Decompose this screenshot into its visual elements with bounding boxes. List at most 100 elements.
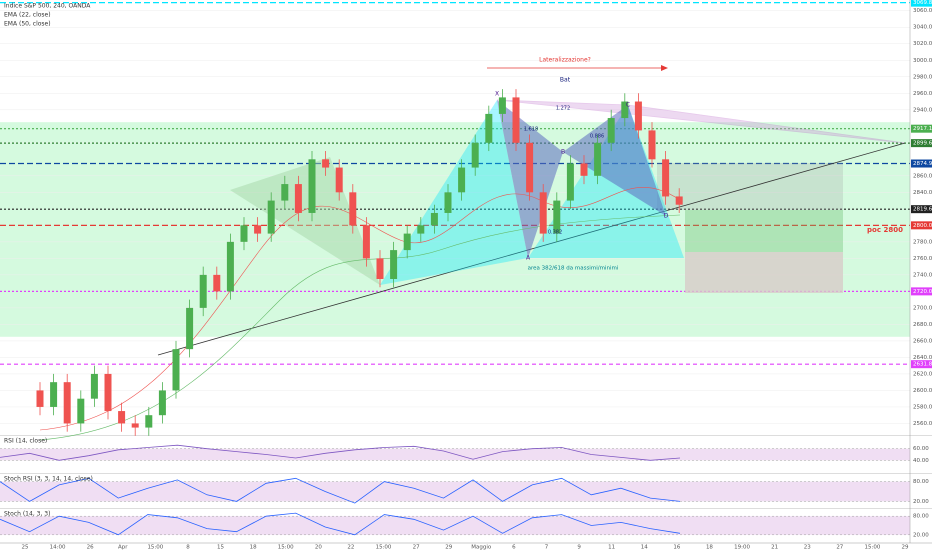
annotation: D	[664, 213, 669, 220]
candle-body	[213, 274, 221, 292]
candle-body	[308, 159, 316, 213]
candle-body	[240, 225, 248, 242]
y-tick-label: 3000.0	[913, 58, 932, 64]
annotation: X	[495, 91, 499, 98]
candle-body	[580, 163, 588, 176]
y-tick-label: 2600.0	[913, 388, 932, 394]
x-tick-label: 18	[250, 545, 257, 550]
level-tag	[911, 159, 932, 168]
candle-body	[131, 423, 139, 428]
pane-title: RSI (14, close)	[4, 438, 47, 445]
annotation: 1.272	[556, 106, 570, 112]
level-tag	[911, 287, 932, 296]
pane-band	[0, 516, 910, 535]
candle-body	[77, 398, 85, 424]
y-tick-label: 60.00	[913, 446, 929, 452]
annotation: Lateralizzazione?	[539, 57, 591, 64]
level-tag	[911, 360, 932, 369]
y-tick-label: 2780.0	[913, 239, 932, 245]
candle-body	[36, 390, 44, 407]
x-tick-label: 29	[445, 545, 452, 550]
candle-body	[362, 225, 370, 259]
indicator-line	[0, 512, 681, 536]
y-tick-label: 3040.0	[913, 25, 932, 31]
pattern-leg	[380, 100, 528, 285]
level-tag	[911, 124, 932, 133]
pattern-leg	[563, 105, 666, 216]
candle-body	[118, 411, 126, 424]
candle-body	[172, 349, 180, 391]
candle-body	[430, 212, 438, 226]
legend-title: Indice S&P 500, 240, OANDA	[4, 3, 91, 10]
x-tick-label: 26	[87, 545, 94, 550]
legend-ema: EMA (50, close)	[4, 21, 51, 28]
x-tick-label: 9	[577, 545, 581, 550]
x-tick-label: 27	[413, 545, 420, 550]
level-tag-label: 2800.0	[913, 223, 932, 229]
y-tick-label: 20.00	[913, 499, 929, 505]
trendline	[157, 142, 906, 356]
candle-body	[675, 196, 683, 205]
legend-ema: EMA (22, close)	[4, 12, 51, 19]
x-tick-label: 15:00	[278, 545, 294, 550]
candle-body	[648, 130, 656, 160]
x-tick-label: 25	[22, 545, 29, 550]
candle-body	[566, 163, 574, 201]
candle-body	[526, 142, 534, 193]
candle-body	[390, 250, 398, 279]
zone	[0, 122, 910, 337]
candle-body	[104, 373, 112, 412]
annotation: A	[526, 255, 531, 262]
x-tick-label: Apr	[118, 545, 128, 550]
candle-body	[158, 390, 166, 416]
y-tick-label: 2640.0	[913, 355, 932, 361]
level-tag	[911, 205, 932, 214]
y-tick-label: 3060.0	[913, 8, 932, 14]
candle-body	[634, 101, 642, 131]
y-tick-label: 2740.0	[913, 272, 932, 278]
y-tick-label: 2860.0	[913, 173, 932, 179]
x-tick-label: 8	[186, 545, 190, 550]
y-tick-label: 2700.0	[913, 305, 932, 311]
level-tag-label: 2874.9	[913, 161, 932, 167]
candle-body	[50, 382, 58, 407]
x-tick-label: 22	[347, 545, 354, 550]
x-tick-label: Maggio	[471, 545, 492, 550]
target-box	[685, 210, 843, 252]
pane-title: Stoch (14, 3, 3)	[4, 511, 50, 518]
range-box	[657, 163, 843, 210]
x-tick-label: 14	[641, 545, 648, 550]
candle-body	[485, 113, 493, 143]
arrow-head	[661, 65, 668, 71]
candle-body	[335, 167, 343, 193]
x-tick-label: 16	[673, 545, 680, 550]
candle-body	[662, 159, 670, 197]
candle-body	[226, 241, 234, 292]
level-tag-label: 2720.0	[913, 289, 932, 295]
level-tag	[911, 139, 932, 148]
candle-body	[267, 200, 275, 234]
annotation: 0.886	[590, 134, 604, 140]
candle-body	[512, 97, 520, 143]
indicator-line	[0, 477, 681, 504]
candle-body	[254, 225, 262, 234]
y-tick-label: 2940.0	[913, 107, 932, 113]
annotation: B	[561, 149, 565, 156]
candle-body	[539, 192, 547, 234]
candle-body	[322, 159, 330, 168]
candle-body	[403, 233, 411, 251]
candle-body	[145, 415, 153, 428]
candle-body	[458, 167, 466, 193]
level-tag	[911, 0, 932, 7]
x-tick-label: 15:00	[147, 545, 163, 550]
y-tick-label: 2960.0	[913, 91, 932, 97]
x-tick-label: 14:00	[50, 545, 66, 550]
x-tick-label: 7	[545, 545, 549, 550]
candle-body	[186, 307, 194, 350]
level-tag-label: 2631.8	[913, 362, 932, 368]
indicator-line	[0, 444, 681, 461]
candle-body	[90, 373, 98, 399]
